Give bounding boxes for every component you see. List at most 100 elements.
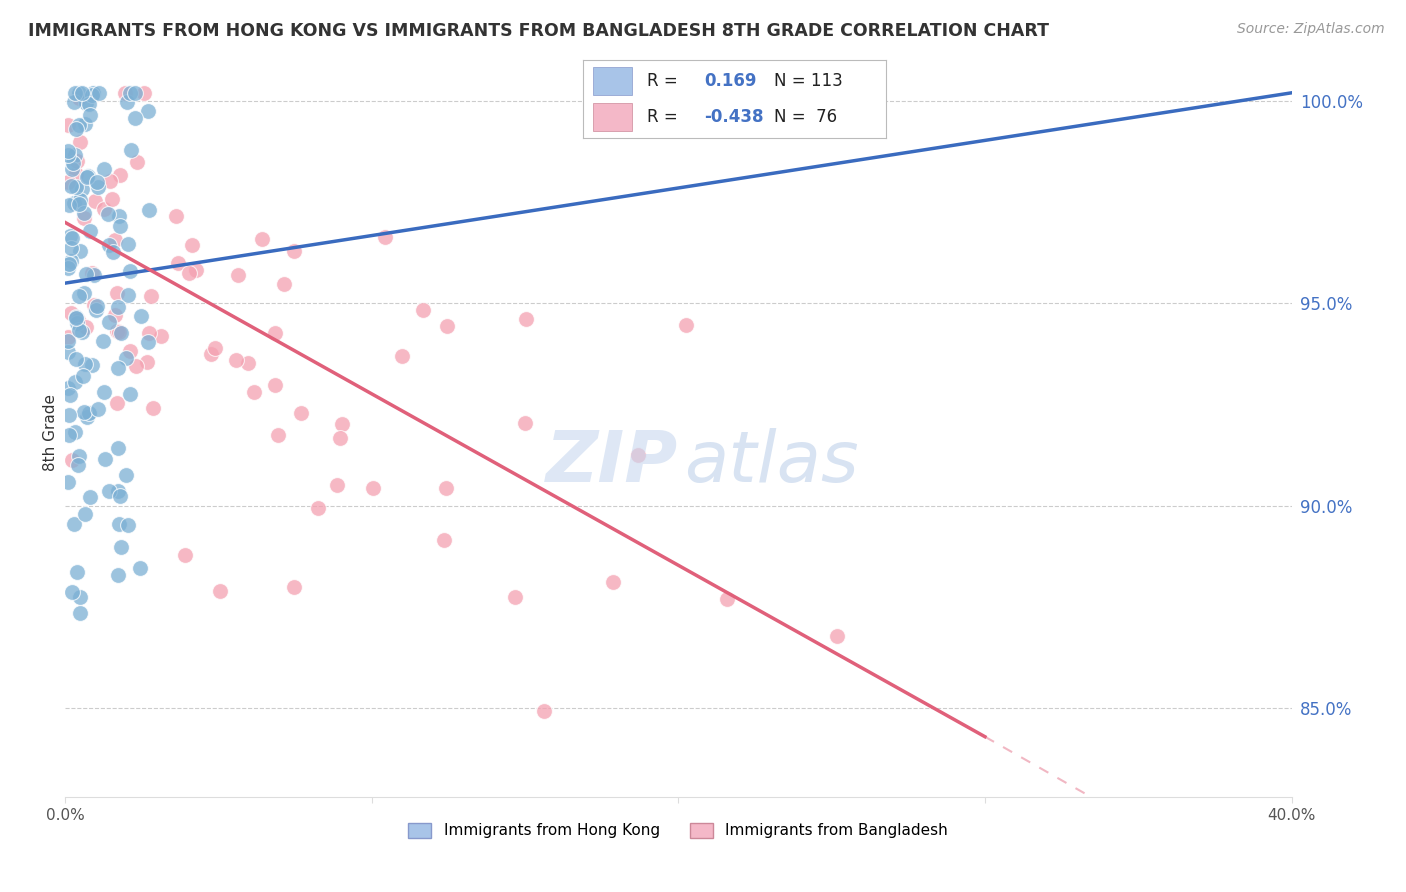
Point [117,237,139,252]
Point [250,232,273,246]
Point [391,349,413,363]
Point [139,288,162,302]
Point [273,277,295,291]
Point [110,490,132,504]
Point [181,237,204,252]
Point [97,238,120,252]
Point [243,384,266,399]
Y-axis label: 8th Grade: 8th Grade [44,394,58,472]
Point [79,108,101,122]
Point [72,325,94,339]
Point [63,195,86,210]
Point [72,405,94,419]
Point [86,299,108,313]
Point [120,143,142,157]
Point [76,409,98,424]
Point [84,194,107,208]
Point [204,341,226,355]
Point [75,117,97,131]
Point [59,229,82,244]
Point [307,500,329,515]
Point [60,162,83,177]
Point [675,318,697,332]
Point [58,428,80,442]
Point [72,369,94,384]
Point [128,561,150,575]
Point [62,156,84,170]
Point [56,118,79,132]
Point [82,86,104,100]
Point [330,417,353,431]
Text: atlas: atlas [685,427,859,497]
Point [107,442,129,456]
Point [117,518,139,533]
Point [65,167,87,181]
Text: R =: R = [647,72,678,90]
Point [108,516,131,531]
Point [716,592,738,607]
Point [602,574,624,589]
Text: -0.438: -0.438 [704,108,763,126]
Point [117,287,139,301]
Point [107,484,129,499]
Point [129,309,152,323]
Point [283,580,305,594]
Point [60,453,83,467]
Point [166,256,188,270]
Point [59,241,82,255]
Point [65,351,87,366]
Point [56,261,79,276]
Point [165,209,187,223]
Point [67,289,90,303]
Point [98,315,121,329]
Point [67,86,90,100]
Point [69,135,91,149]
Point [93,162,115,177]
Point [56,330,79,344]
Point [93,202,115,216]
Point [69,194,91,208]
Point [86,175,108,189]
Point [136,335,159,350]
Point [105,396,128,410]
Point [76,169,98,184]
Point [120,343,142,358]
Point [107,300,129,314]
Point [98,483,121,498]
Point [87,86,110,100]
Point [66,565,89,579]
Point [236,356,259,370]
Point [75,96,97,111]
Point [83,268,105,282]
Text: N =  76: N = 76 [773,108,837,126]
Point [56,475,79,490]
Point [87,180,110,194]
Point [118,86,141,100]
Point [73,357,96,371]
Point [110,540,132,554]
Point [503,591,526,605]
Point [75,507,97,521]
Point [114,86,136,100]
Point [59,388,82,402]
Point [290,406,312,420]
Text: 0.169: 0.169 [704,72,756,90]
Point [107,360,129,375]
Point [87,401,110,416]
Point [65,86,87,100]
Point [83,298,105,312]
Point [208,583,231,598]
Point [79,224,101,238]
Point [66,154,89,169]
Point [97,207,120,221]
Point [363,481,385,495]
Point [114,351,136,365]
Point [627,448,650,462]
Point [263,378,285,392]
Point [101,192,124,206]
Point [120,387,142,401]
Point [533,704,555,718]
Point [513,416,536,430]
Point [825,630,848,644]
Point [82,266,104,280]
